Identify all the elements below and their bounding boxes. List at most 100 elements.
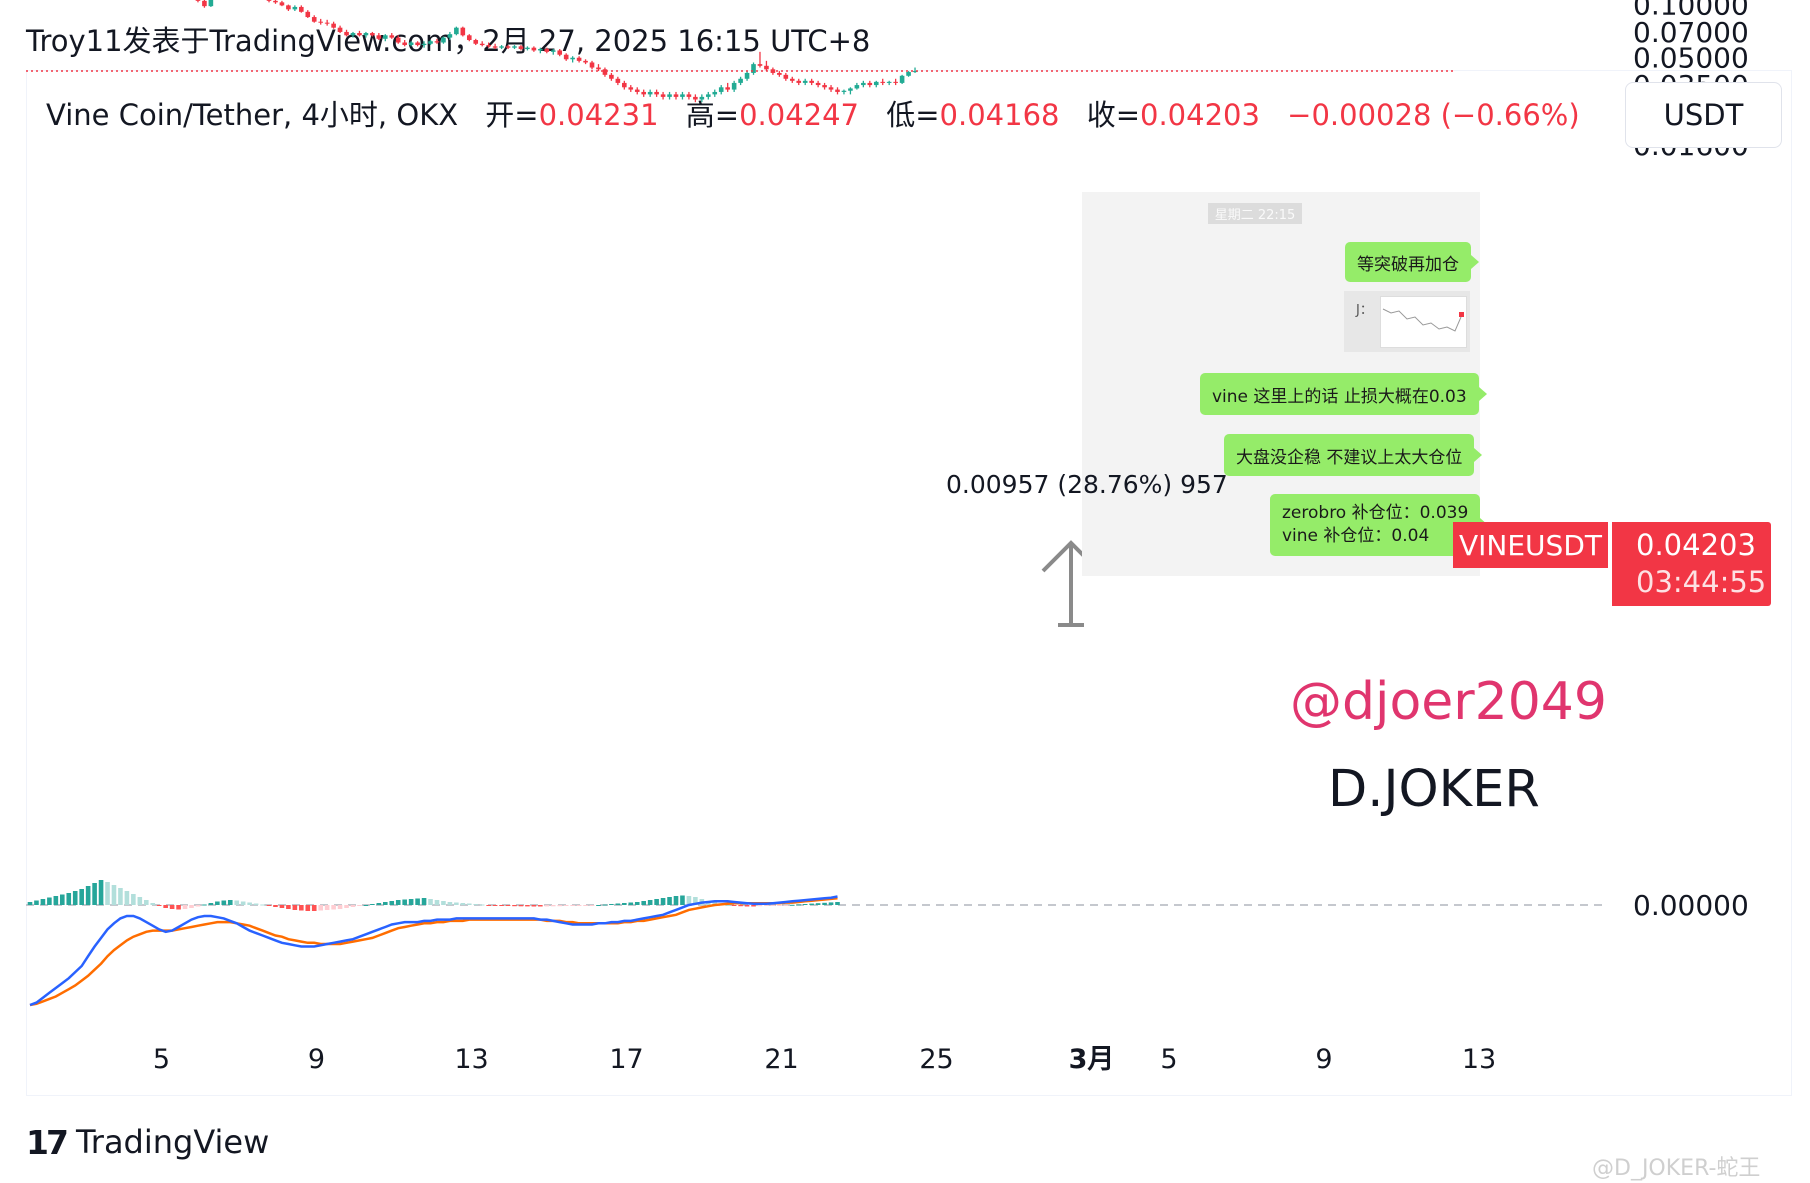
macd-histogram-bar: [777, 905, 782, 906]
candle-body: [757, 64, 763, 66]
candle-body: [286, 5, 291, 10]
tradingview-logo-icon: 17: [26, 1122, 69, 1162]
macd-histogram-bar: [518, 905, 524, 907]
macd-histogram-bar: [357, 905, 362, 906]
candle-body: [673, 94, 679, 97]
macd-histogram-bar: [305, 905, 311, 911]
candle-body: [512, 46, 517, 48]
candle-body: [389, 35, 395, 38]
macd-histogram-bar: [92, 883, 97, 905]
chat-bubble: vine 这里上的话 止损大概在0.03: [1200, 373, 1487, 415]
bar-countdown: 03:44:55: [1636, 565, 1767, 599]
macd-histogram-bar: [292, 905, 298, 910]
macd-histogram-bar: [40, 899, 46, 905]
macd-histogram-bar: [835, 902, 840, 905]
macd-histogram-bar: [828, 902, 834, 905]
macd-histogram-bar: [163, 905, 168, 908]
macd-histogram-bar: [634, 902, 640, 905]
candle-body: [802, 80, 808, 83]
candle-body: [447, 34, 453, 38]
macd-histogram-bar: [240, 901, 246, 905]
candle-body: [299, 6, 304, 12]
macd-histogram-bar: [628, 902, 634, 905]
tradingview-logo[interactable]: 17 TradingView: [26, 1122, 269, 1162]
macd-histogram-bar: [124, 891, 130, 905]
candle-body: [796, 80, 802, 83]
candle-body: [454, 27, 459, 35]
macd-histogram-bar: [667, 897, 672, 905]
macd-histogram-bar: [176, 905, 181, 910]
macd-histogram-bar: [486, 905, 491, 906]
macd-histogram-bar: [395, 900, 401, 905]
candle-body: [822, 85, 827, 88]
chat-bubble-multiline: zerobro 补仓位：0.039 vine 补仓位：0.04: [1270, 494, 1489, 556]
candle-body: [751, 64, 756, 73]
macd-histogram-bar: [260, 904, 265, 906]
candle-body: [841, 90, 847, 92]
macd-histogram-bar: [408, 899, 414, 905]
price-axis-label: 0.05000: [1633, 42, 1749, 75]
candle-body: [815, 82, 821, 86]
signal-line: [29, 897, 838, 1007]
candle-body: [337, 27, 343, 32]
macd-histogram-bar: [544, 905, 550, 907]
candle-body: [906, 72, 911, 76]
macd-histogram-bar: [602, 904, 608, 906]
last-price-tag: 0.04203 03:44:55: [1612, 522, 1771, 606]
symbol-price-tag: VINEUSDT: [1453, 522, 1608, 568]
candle-body: [531, 47, 537, 51]
macd-histogram-bar: [143, 900, 149, 905]
macd-histogram-bar: [195, 905, 201, 907]
open-value: 0.04231: [538, 98, 659, 132]
macd-histogram-bar: [215, 901, 220, 905]
macd-histogram-bar: [66, 893, 72, 905]
candle-body: [421, 43, 427, 46]
macd-histogram-bar: [370, 904, 375, 905]
macd-histogram-bar: [466, 903, 472, 905]
chat-bubble: 等突破再加仓: [1345, 242, 1479, 282]
candle-body: [492, 46, 498, 48]
macd-histogram-bar: [234, 900, 240, 905]
last-price-value: 0.04203: [1636, 528, 1756, 562]
candle-body: [473, 40, 479, 44]
candle-body: [292, 6, 298, 10]
candle-body: [266, 0, 272, 1]
candle-body: [273, 0, 278, 3]
macd-histogram-bar: [72, 891, 78, 905]
candle-body: [647, 91, 653, 95]
tradingview-brand-name: TradingView: [75, 1123, 270, 1161]
time-axis: 5 9 13 17 21 25 3月 5 9 13: [153, 1044, 1496, 1075]
macd-histogram-bar: [402, 899, 407, 905]
candle-body: [628, 87, 634, 90]
macd-histogram-bar: [53, 896, 59, 905]
macd-histogram-bar: [324, 905, 330, 910]
macd-histogram-bar: [266, 905, 272, 906]
low-label: 低=: [886, 98, 940, 132]
macd-histogram-bar: [34, 900, 39, 905]
candle-body: [415, 42, 420, 46]
chat-time: 星期二 22:15: [1208, 203, 1302, 224]
chat-line: vine 补仓位：0.04: [1282, 526, 1430, 546]
candle-body: [331, 23, 336, 28]
macd-histogram-bar: [27, 902, 33, 905]
candle-body: [893, 81, 898, 83]
macd-histogram-bar: [589, 905, 595, 906]
macd-histogram-bar: [660, 898, 666, 905]
candle-body: [622, 82, 627, 88]
candle-body: [279, 2, 285, 6]
watermark-name: D.JOKER: [1328, 760, 1540, 819]
macd-histogram-bar: [731, 905, 737, 906]
candle-body: [363, 33, 369, 36]
candle-body: [589, 62, 595, 68]
currency-button[interactable]: USDT: [1625, 82, 1782, 148]
candle-body: [809, 80, 814, 83]
low-value: 0.04168: [939, 98, 1060, 132]
candle-body: [479, 43, 485, 46]
macd-histogram-bar: [376, 903, 382, 905]
macd-histogram-bar: [363, 905, 369, 906]
symbol-label: Vine Coin/Tether, 4小时, OKX: [46, 98, 459, 132]
candle-body: [370, 33, 375, 36]
macd-histogram-bar: [789, 904, 795, 906]
macd-histogram-bar: [492, 905, 498, 906]
